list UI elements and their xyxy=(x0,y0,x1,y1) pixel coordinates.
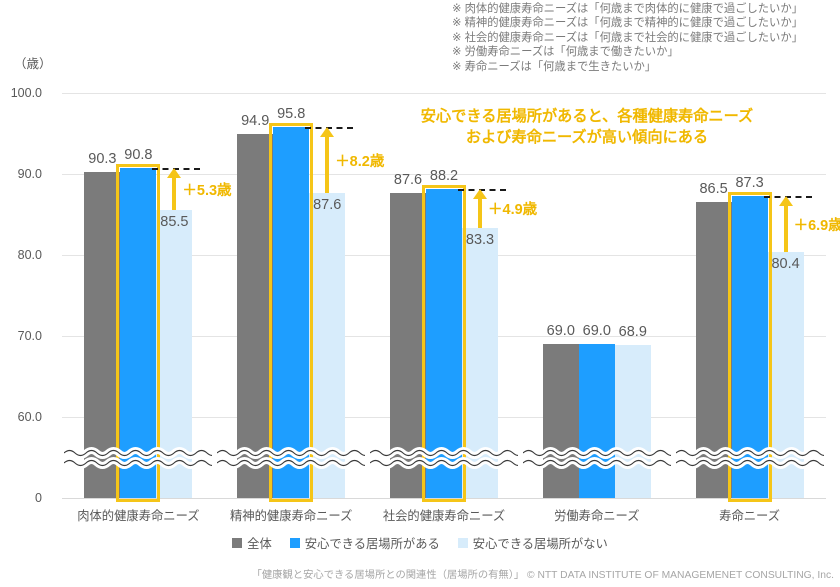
axis-break-wave-3 xyxy=(370,447,518,469)
gridline-100.0 xyxy=(62,93,826,94)
delta-label-1: ＋5.3歳 xyxy=(182,182,232,199)
chart-note-2: ※ 精神的健康寿命ニーズは「何歳まで精神的に健康で過ごしたいか」 xyxy=(452,17,803,30)
bar-4-2[interactable] xyxy=(578,344,615,498)
delta-arrow-head-icon-2 xyxy=(320,127,335,138)
bar-value-label-2-3: 87.6 xyxy=(313,197,342,214)
delta-arrow-head-icon-5 xyxy=(778,195,793,206)
bar-value-label-3-3: 83.3 xyxy=(465,232,495,249)
chart-note-1: ※ 肉体的健康寿命ニーズは「何歳まで肉体的に健康で過ごしたいか」 xyxy=(452,3,803,15)
x-axis-label-5: 寿命ニーズ xyxy=(719,509,781,523)
bar-4-1[interactable] xyxy=(542,344,579,498)
callout-line-2: および寿命ニーズが高い傾向にある xyxy=(465,129,709,146)
chart-notes: ※ 肉体的健康寿命ニーズは「何歳まで肉体的に健康で過ごしたいか」 ※ 精神的健康寿… xyxy=(452,2,840,74)
y-axis-tick-80.0: 80.0 xyxy=(17,248,42,262)
legend-swatch-icon xyxy=(289,538,300,548)
x-axis-label-4: 労働寿命ニーズ xyxy=(554,509,640,523)
bar-value-label-3-2: 88.2 xyxy=(429,167,459,184)
legend-label: 全体 xyxy=(247,537,272,551)
bar-value-label-4-3: 68.9 xyxy=(618,323,647,340)
y-axis-tick-90.0: 90.0 xyxy=(17,167,42,181)
bar-value-label-1-2: 90.8 xyxy=(124,146,153,163)
axis-break-wave-5 xyxy=(675,447,824,469)
bar-value-label-4-1: 69.0 xyxy=(546,323,575,340)
bar-value-label-1-3: 85.5 xyxy=(160,214,189,231)
footer-source: 「健康観と安心できる居場所との関連性（居場所の有無）」 © NTT DATA I… xyxy=(251,570,834,581)
delta-arrow-line-5 xyxy=(783,204,788,252)
bar-3-2[interactable] xyxy=(426,188,462,498)
bar-value-label-2-1: 94.9 xyxy=(241,113,270,130)
bar-value-label-5-2: 87.3 xyxy=(735,174,764,191)
delta-arrow-line-3 xyxy=(478,197,482,229)
bar-1-1[interactable] xyxy=(84,171,121,498)
bar-value-label-5-3: 80.4 xyxy=(771,255,800,272)
gridline-90.0 xyxy=(62,174,826,175)
chart-note-4: ※ 労働寿命ニーズは「何歳まで働きたいか」 xyxy=(452,46,679,59)
chart-note-3: ※ 社会的健康寿命ニーズは「何歳まで社会的に健康で過ごしたいか」 xyxy=(452,31,803,44)
y-axis-tick-100.0: 100.0 xyxy=(10,86,42,100)
bar-2-2[interactable] xyxy=(273,127,310,498)
legend-swatch-icon xyxy=(232,538,243,548)
axis-break-wave-1 xyxy=(64,447,213,469)
chart-legend: 全体 安心できる居場所がある 安心できる居場所がない xyxy=(0,534,840,552)
legend-item-3[interactable]: 安心できる居場所がない xyxy=(457,534,608,552)
chart-note-5: ※ 寿命ニーズは「何歳まで生きたいか」 xyxy=(452,60,657,73)
y-axis-tick-0: 0 xyxy=(35,491,42,505)
delta-label-3: ＋4.9歳 xyxy=(488,202,538,219)
delta-label-2: ＋8.2歳 xyxy=(335,154,385,171)
plot-area: 100.0 90.0 80.0 70.0 60.0 0 90.3 90.8 85.5 ＋5.3歳肉… xyxy=(11,48,840,523)
axis-break-wave-2 xyxy=(217,447,366,469)
y-axis-unit-label: （歳） xyxy=(14,57,52,71)
bar-value-label-5-1: 86.5 xyxy=(699,181,728,198)
bar-value-label-2-2: 95.8 xyxy=(277,106,306,123)
legend-label: 安心できる居場所がある xyxy=(304,537,440,551)
callout-line-1: 安心できる居場所があると、各種健康寿命ニーズ xyxy=(420,108,754,125)
legend-item-1[interactable]: 全体 xyxy=(232,534,272,552)
legend-swatch-icon xyxy=(457,538,468,548)
x-axis-label-1: 肉体的健康寿命ニーズ xyxy=(77,509,200,523)
delta-arrow-line-2 xyxy=(325,136,330,194)
bar-2-1[interactable] xyxy=(237,134,274,498)
y-axis-tick-70.0: 70.0 xyxy=(17,329,42,343)
y-axis-tick-60.0: 60.0 xyxy=(17,410,42,424)
axis-break-wave-4 xyxy=(522,447,671,469)
delta-arrow-head-icon-3 xyxy=(473,188,487,199)
delta-arrow-line-1 xyxy=(172,176,177,211)
callout-text: 安心できる居場所があると、各種健康寿命ニーズ および寿命ニーズが高い傾向にある xyxy=(372,106,802,148)
delta-label-5: ＋6.9歳 xyxy=(793,217,840,234)
bar-1-2[interactable] xyxy=(120,167,157,498)
bar-4-3[interactable] xyxy=(614,344,651,498)
bar-value-label-1-1: 90.3 xyxy=(88,150,117,167)
bar-value-label-3-1: 87.6 xyxy=(393,172,423,189)
x-axis-label-2: 精神的健康寿命ニーズ xyxy=(230,509,353,523)
legend-label: 安心できる居場所がない xyxy=(472,537,608,551)
gridline-0 xyxy=(62,498,826,499)
delta-arrow-head-icon-1 xyxy=(167,167,182,178)
bar-chart: （歳） 100.0 90.0 80.0 70.0 60.0 0 90.3 90.8 85.5 ＋5… xyxy=(0,48,840,523)
legend-item-2[interactable]: 安心できる居場所がある xyxy=(289,534,440,552)
x-axis-label-3: 社会的健康寿命ニーズ xyxy=(382,509,506,523)
bar-2-3[interactable] xyxy=(309,193,346,498)
bar-value-label-4-2: 69.0 xyxy=(582,323,611,340)
